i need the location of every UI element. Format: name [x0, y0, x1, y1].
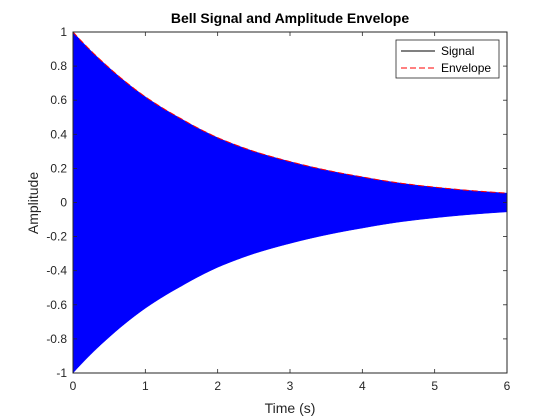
x-tick-label: 1	[142, 379, 149, 393]
plot-area	[73, 32, 507, 373]
y-tick-label: -0.2	[46, 230, 67, 244]
x-tick-label: 4	[359, 379, 366, 393]
y-tick-label: -0.8	[46, 332, 67, 346]
legend: Signal Envelope	[396, 40, 499, 78]
y-tick-label: 0.8	[50, 59, 67, 73]
x-tick-label: 0	[70, 379, 77, 393]
x-tick-label: 3	[287, 379, 294, 393]
y-tick-label: 0.2	[50, 161, 67, 175]
legend-envelope-label: Envelope	[441, 61, 491, 75]
y-axis-label: Amplitude	[25, 172, 41, 234]
chart-title: Bell Signal and Amplitude Envelope	[171, 10, 410, 26]
x-tick-label: 5	[431, 379, 438, 393]
legend-signal-label: Signal	[441, 44, 474, 58]
x-tick-label: 6	[504, 379, 511, 393]
y-tick-label: 0	[60, 196, 67, 210]
x-axis-label: Time (s)	[265, 400, 316, 416]
y-tick-label: -0.6	[46, 298, 67, 312]
y-tick-label: 0.4	[50, 127, 67, 141]
y-tick-label: 1	[60, 25, 67, 39]
y-tick-label: 0.6	[50, 93, 67, 107]
y-tick-label: -0.4	[46, 264, 67, 278]
y-tick-label: -1	[56, 366, 67, 380]
x-tick-label: 2	[214, 379, 221, 393]
